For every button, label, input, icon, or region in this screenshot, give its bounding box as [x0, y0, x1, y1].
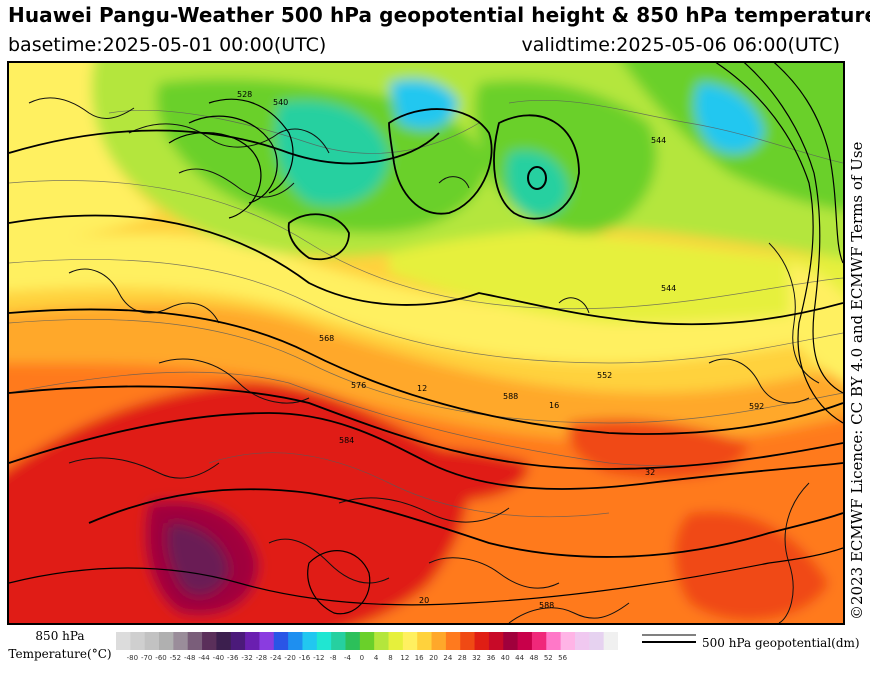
colorbar-tick-label: -16 — [298, 654, 311, 662]
colorbar-tick-label: -70 — [140, 654, 153, 662]
contour-label: 544 — [661, 284, 676, 293]
temperature-colorbar — [116, 632, 618, 650]
contour-label: 544 — [651, 136, 666, 145]
contour-label: 540 — [273, 98, 288, 107]
colorbar-tick-label: -4 — [343, 654, 351, 662]
colorbar-swatch — [359, 632, 375, 650]
contour-label: 592 — [749, 402, 764, 411]
colorbar-swatch — [259, 632, 275, 650]
contour-label: 528 — [237, 90, 252, 99]
colorbar-swatch — [230, 632, 246, 650]
colorbar-swatch — [589, 632, 605, 650]
colorbar-tick-label: 56 — [558, 654, 568, 662]
colorbar-tick-label: 0 — [359, 654, 365, 662]
geopotential-contours — [9, 63, 843, 615]
colorbar-swatch — [144, 632, 160, 650]
basetime-label: basetime:2025-05-01 00:00(UTC) — [8, 34, 327, 56]
colorbar-swatch — [603, 632, 618, 650]
colorbar-swatch — [173, 632, 189, 650]
colorbar-tick-label: 32 — [472, 654, 482, 662]
colorbar-tick-label: -48 — [183, 654, 196, 662]
colorbar-tick-label: -44 — [198, 654, 210, 662]
temperature-legend-line2: Temperature(°C) — [8, 647, 112, 661]
colorbar-tick-label: 4 — [373, 654, 379, 662]
colorbar-swatch — [273, 632, 289, 650]
colorbar-swatch — [159, 632, 174, 650]
colorbar-swatch — [574, 632, 590, 650]
colorbar-swatch — [245, 632, 260, 650]
colorbar-tick-label: -28 — [255, 654, 268, 662]
colorbar-swatch — [488, 632, 504, 650]
contour-label: 568 — [319, 334, 334, 343]
colorbar-swatch — [531, 632, 547, 650]
colorbar-tick-label: -36 — [227, 654, 239, 662]
colorbar-swatch — [503, 632, 519, 650]
colorbar-swatch — [546, 632, 562, 650]
colorbar-tick-label: 12 — [400, 654, 410, 662]
colorbar-swatch — [116, 632, 131, 650]
colorbar-tick-label: 52 — [543, 654, 553, 662]
colorbar-tick-label: -40 — [212, 654, 225, 662]
colorbar-tick-label: 40 — [500, 654, 510, 662]
colorbar-swatch — [302, 632, 318, 650]
colorbar-swatch — [216, 632, 232, 650]
colorbar-swatch — [130, 632, 146, 650]
validtime-label: validtime:2025-05-06 06:00(UTC) — [521, 34, 840, 56]
colorbar-tick-label: -24 — [270, 654, 282, 662]
colorbar-swatch — [402, 632, 418, 650]
colorbar-swatch — [331, 632, 346, 650]
colorbar-swatch — [288, 632, 303, 650]
temperature-legend-label: 850 hPa Temperature(°C) — [6, 627, 114, 663]
isotherm-lines — [9, 99, 843, 518]
contour-labels: 528 540 544 544 552 568 576 584 588 592 … — [237, 90, 764, 610]
contour-label: 16 — [549, 401, 559, 410]
contour-label: 576 — [351, 381, 366, 390]
contour-label: 588 — [503, 392, 518, 401]
colorbar-swatch — [388, 632, 404, 650]
colorbar-tick-label: -12 — [313, 654, 325, 662]
colorbar-swatch — [474, 632, 490, 650]
colorbar-tick-label: 24 — [443, 654, 453, 662]
colorbar-tick-label: -60 — [155, 654, 167, 662]
colorbar-swatch — [560, 632, 576, 650]
contour-label: 584 — [339, 436, 354, 445]
colorbar-swatch — [460, 632, 476, 650]
contour-label: 552 — [597, 371, 612, 380]
weather-map: 528 540 544 544 552 568 576 584 588 592 … — [7, 61, 845, 625]
colorbar-swatch — [374, 632, 390, 650]
contour-label: 20 — [419, 596, 429, 605]
colorbar-tick-label: -8 — [329, 654, 337, 662]
colorbar-tick-label: -52 — [169, 654, 182, 662]
contour-label: 588 — [539, 601, 554, 610]
colorbar-swatch — [517, 632, 533, 650]
colorbar-swatch — [417, 632, 433, 650]
colorbar-tick-label: 28 — [457, 654, 467, 662]
colorbar-tick-label: -80 — [126, 654, 139, 662]
colorbar-tick-label: 16 — [414, 654, 424, 662]
colorbar-swatch — [187, 632, 203, 650]
chart-title: Huawei Pangu-Weather 500 hPa geopotentia… — [8, 3, 870, 27]
colorbar-tick-label: -20 — [284, 654, 296, 662]
colorbar-tick-label: 8 — [388, 654, 393, 662]
colorbar-tick-label: 48 — [529, 654, 539, 662]
temperature-field — [9, 63, 843, 623]
colorbar-tick-label: -32 — [241, 654, 253, 662]
contour-legend-sample — [642, 634, 696, 643]
contour-legend-label: 500 hPa geopotential(dm) — [702, 636, 860, 650]
colorbar-tick-label: 20 — [429, 654, 438, 662]
colorbar-tick-label: 36 — [486, 654, 496, 662]
contour-label: 12 — [417, 384, 427, 393]
colorbar-swatch — [316, 632, 332, 650]
colorbar-swatch — [202, 632, 217, 650]
temperature-legend-line1: 850 hPa — [35, 629, 85, 643]
license-text: ©2023 ECMWF Licence: CC BY 4.0 and ECMWF… — [848, 141, 866, 620]
colorbar-swatch — [431, 632, 447, 650]
map-canvas: 528 540 544 544 552 568 576 584 588 592 … — [9, 63, 843, 623]
colorbar-swatch — [345, 632, 361, 650]
contour-label: 32 — [645, 468, 655, 477]
colorbar-swatch — [445, 632, 461, 650]
colorbar-tick-label: 44 — [515, 654, 525, 662]
